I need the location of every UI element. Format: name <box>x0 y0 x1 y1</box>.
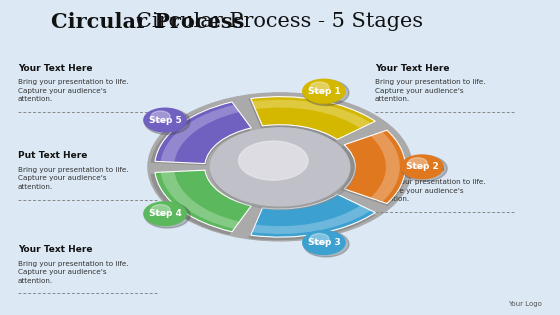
Wedge shape <box>161 172 240 229</box>
Text: Circular Process: Circular Process <box>51 12 244 32</box>
Text: Your Text Here: Your Text Here <box>375 64 449 73</box>
Circle shape <box>303 231 345 255</box>
Text: Bring your presentation to life.
Capture your audience's
attention.: Bring your presentation to life. Capture… <box>18 167 129 190</box>
Circle shape <box>144 108 186 132</box>
Circle shape <box>304 80 349 106</box>
Circle shape <box>144 202 186 226</box>
Wedge shape <box>252 100 371 128</box>
Text: Step 4: Step 4 <box>148 209 181 218</box>
Wedge shape <box>251 97 375 140</box>
Circle shape <box>310 82 329 93</box>
Circle shape <box>144 109 190 135</box>
Wedge shape <box>161 105 240 162</box>
Circle shape <box>239 141 308 180</box>
Wedge shape <box>344 130 405 203</box>
Circle shape <box>148 93 412 241</box>
Wedge shape <box>340 131 407 206</box>
Text: Bring your presentation to life.
Capture your audience's
attention.: Bring your presentation to life. Capture… <box>18 261 129 284</box>
Text: Bring your presentation to life.
Capture your audience's
attention.: Bring your presentation to life. Capture… <box>18 79 129 102</box>
Wedge shape <box>249 97 376 142</box>
Circle shape <box>402 156 447 181</box>
Wedge shape <box>151 172 251 235</box>
Wedge shape <box>252 205 371 234</box>
Text: Bring your presentation to life.
Capture your audience's
attention.: Bring your presentation to life. Capture… <box>375 79 486 102</box>
Text: Your Logo: Your Logo <box>508 301 542 307</box>
Circle shape <box>151 111 170 122</box>
Text: Bring your presentation to life.
Capture your audience's
attention.: Bring your presentation to life. Capture… <box>375 179 486 202</box>
Wedge shape <box>251 194 375 237</box>
Circle shape <box>408 158 427 169</box>
Circle shape <box>401 155 444 179</box>
Wedge shape <box>370 132 400 202</box>
Text: Your Text Here: Your Text Here <box>18 64 92 73</box>
Wedge shape <box>151 102 251 165</box>
Circle shape <box>310 233 329 244</box>
Text: Step 2: Step 2 <box>405 162 438 171</box>
Text: Step 5: Step 5 <box>148 116 181 124</box>
Text: Circular Process - 5 Stages: Circular Process - 5 Stages <box>137 12 423 31</box>
Text: Step 1: Step 1 <box>307 87 340 96</box>
Text: Put Text Here: Put Text Here <box>375 164 444 173</box>
Circle shape <box>151 204 170 215</box>
Circle shape <box>211 128 349 206</box>
Wedge shape <box>155 102 251 163</box>
Wedge shape <box>155 170 251 232</box>
Wedge shape <box>249 195 376 240</box>
Text: Step 3: Step 3 <box>307 238 340 247</box>
Circle shape <box>144 203 190 228</box>
Circle shape <box>303 79 345 103</box>
Circle shape <box>304 231 349 257</box>
Circle shape <box>211 129 355 210</box>
Text: Your Text Here: Your Text Here <box>18 245 92 254</box>
Text: Put Text Here: Put Text Here <box>18 151 87 160</box>
